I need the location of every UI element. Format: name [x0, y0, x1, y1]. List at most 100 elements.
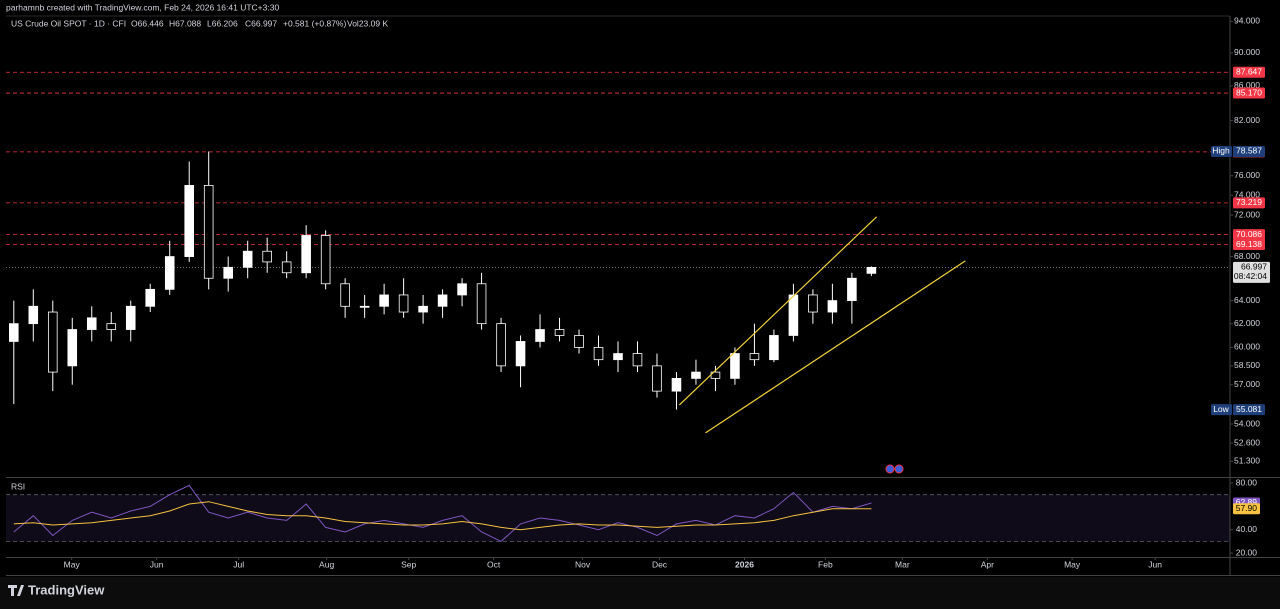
candle-body [145, 288, 156, 307]
rsi-line [13, 501, 872, 531]
candle-body [67, 329, 78, 367]
y-tick-label: 20.00 [1236, 547, 1258, 557]
last-price: 66.997 [1241, 262, 1267, 272]
rsi-band [6, 494, 1230, 542]
candle-body [457, 283, 467, 296]
level-label: 87.647 [1236, 66, 1262, 76]
y-tick-label: 80.00 [1236, 477, 1258, 487]
y-tick-label: 58.500 [1234, 360, 1260, 370]
flags [885, 464, 904, 474]
candle-body [320, 235, 331, 285]
candle-body [613, 353, 623, 361]
y-tick-label: 94.000 [1234, 16, 1260, 26]
marker-tag-box [1211, 145, 1232, 157]
candle-body [769, 335, 779, 361]
candle-body [28, 305, 39, 325]
candle-body [106, 323, 117, 330]
legend-change: +0.581 (+0.87%) [283, 18, 346, 28]
legend-value: H67.088 [169, 18, 201, 28]
candle-body [671, 377, 682, 392]
marker-value: 78.587 [1236, 146, 1262, 156]
y-tick-label: 52.600 [1234, 437, 1260, 447]
x-tick-label: Jul [233, 559, 244, 569]
candle-body [47, 311, 58, 373]
x-tick-label: Jun [1148, 559, 1162, 569]
legend-value: O66.446 [131, 18, 164, 28]
candle-body [262, 250, 272, 263]
rsi-last-label: 57.90 [1236, 503, 1258, 513]
marker-value-box [1233, 404, 1265, 416]
level-label: 85.170 [1236, 87, 1262, 97]
countdown: 08:42:04 [1234, 271, 1267, 281]
candle-body [476, 283, 487, 325]
candle-body [164, 256, 175, 290]
level-label-box [1233, 229, 1265, 241]
candle-body [632, 353, 643, 367]
attribution: parhamnb created with TradingView.com, F… [6, 2, 279, 12]
y-tick-label: 68.000 [1234, 251, 1260, 261]
y-tick-label: 90.000 [1234, 47, 1260, 57]
rsi-last-label-box [1233, 503, 1260, 515]
marker-value: 55.081 [1236, 404, 1262, 414]
candle-body [535, 329, 545, 342]
y-tick-label: 54.000 [1234, 418, 1260, 428]
y-tick-label: 60.000 [1234, 342, 1260, 352]
level-label: 69.138 [1236, 239, 1262, 249]
candle-body [496, 323, 506, 367]
y-tick-label: 64.000 [1234, 295, 1260, 305]
candle-body [652, 365, 662, 392]
candle-body [398, 294, 409, 313]
marker-value-box [1233, 145, 1265, 157]
candle-body [691, 371, 701, 379]
candle-body [223, 266, 233, 279]
x-tick-label: Feb [818, 559, 833, 569]
y-tick-label: 74.000 [1234, 189, 1260, 199]
candle-body [301, 235, 311, 274]
marker-tag: Low [1213, 404, 1229, 414]
candle-body [203, 184, 214, 279]
candle-body [184, 184, 194, 257]
legend-value: L66.206 [207, 18, 238, 28]
candle-body [379, 294, 389, 307]
candle-body [730, 353, 740, 379]
level-label-box [1233, 66, 1265, 78]
level-label-box [1233, 197, 1265, 209]
x-tick-label: May [64, 559, 81, 569]
x-tick-label: Aug [319, 559, 334, 569]
logo-text: TradingView [28, 582, 105, 597]
legend-value: C66.997 [245, 18, 277, 28]
x-tick-label: May [1064, 559, 1081, 569]
trendline [678, 216, 878, 406]
level-label: 70.086 [1236, 229, 1262, 239]
rsi-title: RSI [11, 481, 25, 491]
marker-tag-box [1211, 404, 1232, 416]
level-label: 73.219 [1236, 197, 1262, 207]
candle-body [418, 305, 428, 313]
y-tick-label: 62.000 [1234, 318, 1260, 328]
x-tick-label: Dec [652, 559, 668, 569]
legend-volume: Vol23.09 K [347, 18, 388, 28]
candle-body [242, 250, 253, 268]
x-tick-label: Sep [401, 559, 416, 569]
trendline [705, 260, 966, 434]
y-tick-label: 86.000 [1234, 80, 1260, 90]
logo: TradingView [8, 582, 105, 597]
candle-body [593, 347, 604, 361]
event-icon [885, 464, 895, 474]
y-tick-label: 82.000 [1234, 115, 1260, 125]
candle-body [808, 294, 818, 313]
level-label-box [1233, 239, 1265, 251]
x-tick-label: Nov [575, 559, 591, 569]
candle-body [788, 294, 799, 336]
candle-body [749, 353, 760, 361]
candle-body [827, 300, 838, 313]
y-tick-label: 76.000 [1234, 170, 1260, 180]
candle-body [574, 335, 584, 348]
level-label-box [1233, 87, 1265, 99]
footer-bar [0, 577, 1280, 609]
symbol: US Crude Oil SPOT · 1D · CFI [11, 18, 126, 28]
candle-body [554, 329, 565, 336]
x-tick-label: Apr [981, 559, 994, 569]
